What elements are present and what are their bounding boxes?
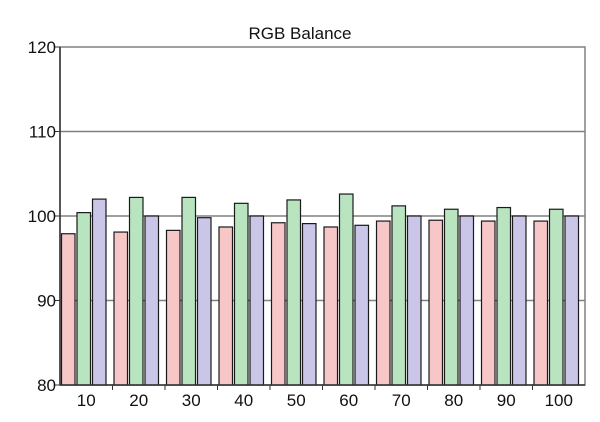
chart-title: RGB Balance (248, 24, 352, 43)
bar (218, 226, 234, 386)
bar (144, 215, 160, 386)
x-tick-label: 50 (287, 391, 306, 410)
bar (459, 215, 475, 386)
x-tick-label: 60 (339, 391, 358, 410)
bar (533, 220, 549, 386)
bar (91, 198, 107, 386)
bar (354, 224, 370, 386)
bar (323, 226, 339, 386)
bar (233, 202, 249, 386)
bar (270, 222, 286, 386)
bar (60, 233, 76, 386)
bar (338, 193, 354, 386)
bar (196, 217, 212, 386)
x-tick-label: 10 (77, 391, 96, 410)
bars (60, 193, 580, 386)
x-tick-label: 100 (545, 391, 573, 410)
bar (406, 215, 422, 386)
bar (375, 220, 391, 386)
bar (113, 231, 129, 386)
bar (249, 215, 265, 386)
bar (128, 196, 144, 386)
x-tick-label: 40 (234, 391, 253, 410)
axes: 80 90 100 110 120 10 20 30 40 50 60 70 80 90 100 (28, 38, 585, 410)
bar (391, 205, 407, 386)
bar (428, 219, 444, 386)
bar (548, 208, 564, 386)
bar (564, 215, 580, 386)
bar (480, 220, 496, 386)
bar (76, 212, 92, 386)
bar (443, 208, 459, 386)
y-tick-label: 90 (37, 292, 56, 311)
bar (181, 196, 197, 386)
bar (286, 199, 302, 386)
y-tick-label: 80 (37, 376, 56, 395)
y-tick-label: 110 (29, 123, 56, 142)
bar (165, 229, 181, 386)
x-tick-label: 90 (497, 391, 516, 410)
bar (511, 215, 527, 386)
y-tick-label: 100 (28, 207, 56, 226)
y-tick-label: 120 (28, 38, 56, 57)
x-tick-label: 80 (444, 391, 463, 410)
bar (496, 206, 512, 386)
bar (301, 223, 317, 386)
x-tick-label: 70 (392, 391, 411, 410)
x-tick-label: 30 (182, 391, 201, 410)
x-tick-label: 20 (129, 391, 148, 410)
